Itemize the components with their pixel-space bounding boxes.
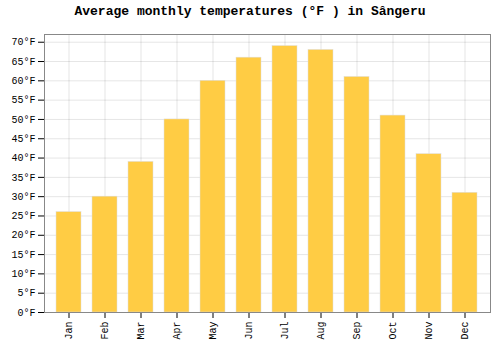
svg-text:30°F: 30°F <box>11 192 35 203</box>
svg-text:70°F: 70°F <box>11 37 35 48</box>
html-text:Average monthly temperatures (: Average monthly temperatures (°F ) in Sâ… <box>74 4 426 19</box>
svg-text:May: May <box>208 322 219 340</box>
svg-text:40°F: 40°F <box>11 153 35 164</box>
svg-text:Feb: Feb <box>100 322 111 340</box>
svg-text:35°F: 35°F <box>11 173 35 184</box>
svg-text:15°F: 15°F <box>11 250 35 261</box>
svg-text:Nov: Nov <box>424 322 435 340</box>
svg-text:Sep: Sep <box>352 322 363 340</box>
svg-text:Jun: Jun <box>244 322 255 340</box>
svg-text:10°F: 10°F <box>11 269 35 280</box>
svg-text:65°F: 65°F <box>11 57 35 68</box>
svg-text:25°F: 25°F <box>11 211 35 222</box>
svg-text:5°F: 5°F <box>17 288 35 299</box>
svg-text:Jul: Jul <box>280 322 291 340</box>
svg-text:60°F: 60°F <box>11 76 35 87</box>
svg-text:45°F: 45°F <box>11 134 35 145</box>
svg-text:Jan: Jan <box>64 322 75 340</box>
svg-text:Dec: Dec <box>460 322 471 340</box>
svg-text:Aug: Aug <box>316 322 327 340</box>
svg-text:50°F: 50°F <box>11 115 35 126</box>
svg-text:0°F: 0°F <box>17 308 35 319</box>
svg-text:Apr: Apr <box>172 322 183 340</box>
svg-text:Oct: Oct <box>388 322 399 340</box>
svg-text:Mar: Mar <box>136 322 147 340</box>
svg-text:20°F: 20°F <box>11 230 35 241</box>
svg-text:55°F: 55°F <box>11 95 35 106</box>
